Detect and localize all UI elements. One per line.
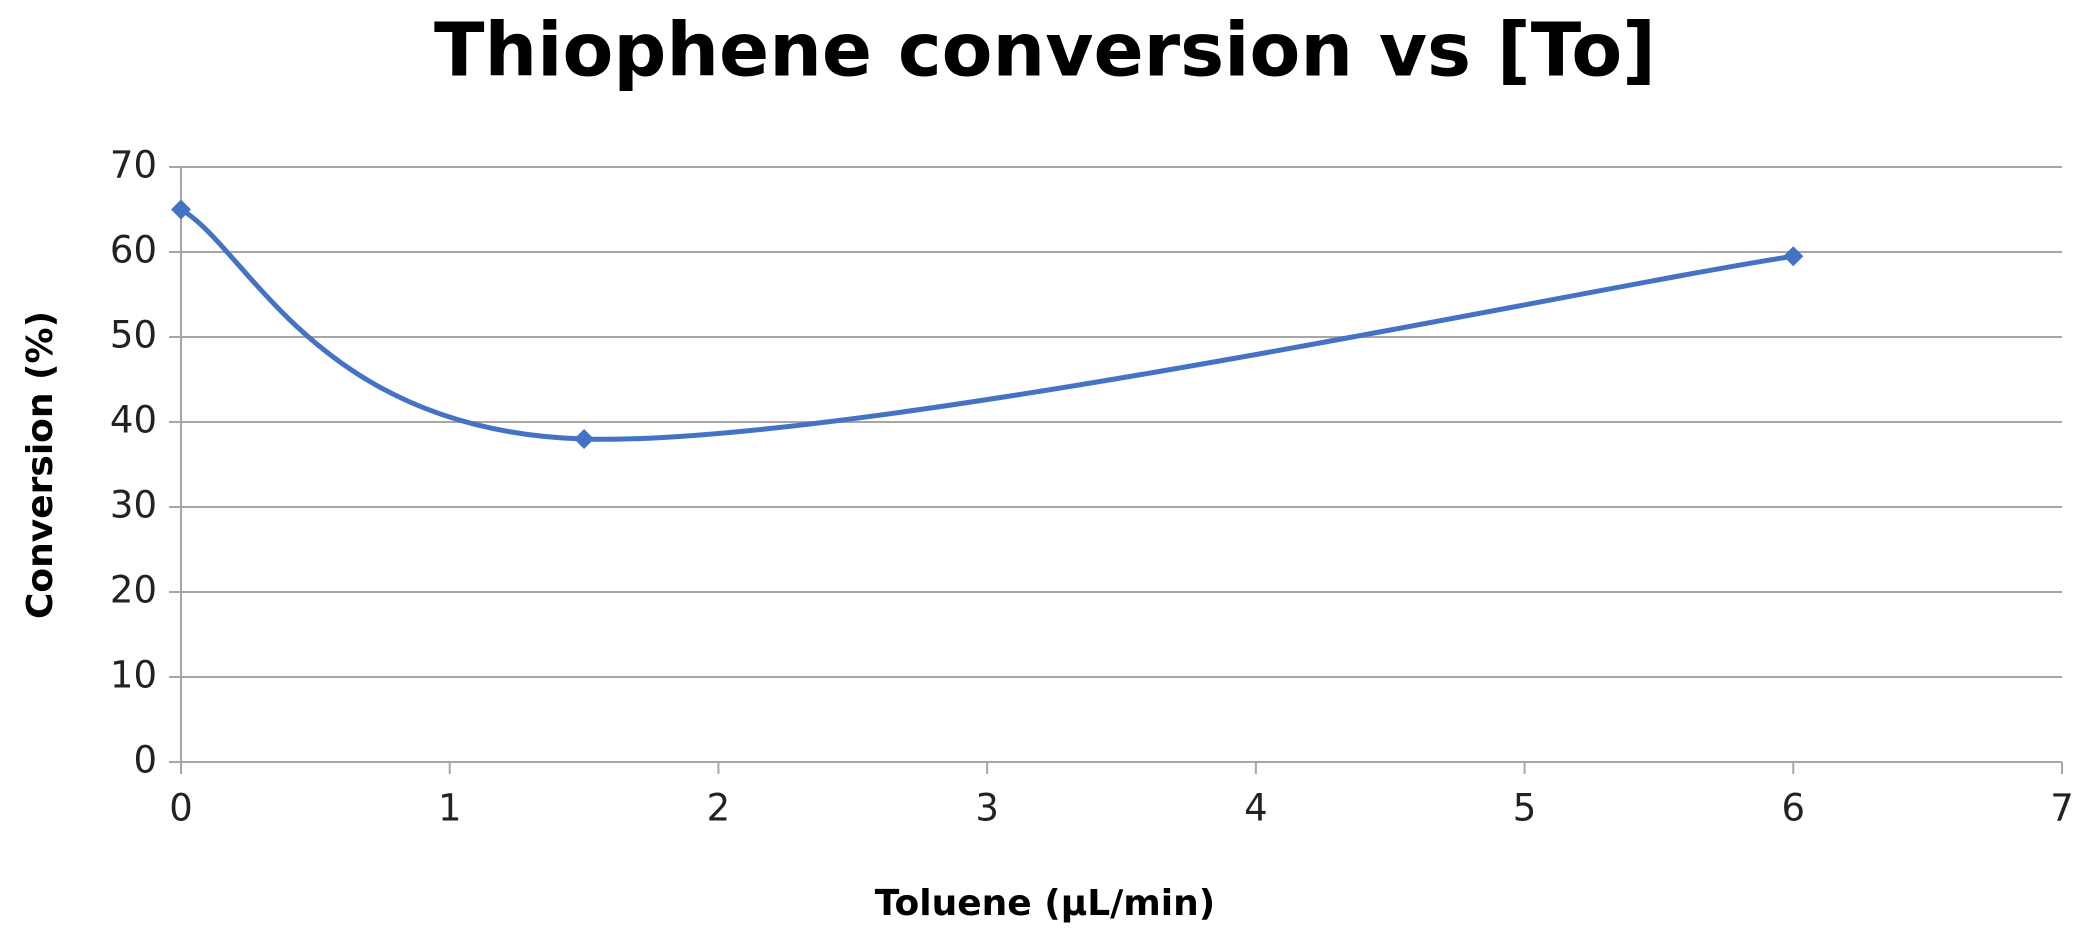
y-tick-label: 40 (110, 399, 157, 442)
x-tick-label: 1 (438, 787, 462, 830)
x-tick-label: 7 (2050, 787, 2074, 830)
y-tick-label: 50 (110, 314, 157, 357)
y-tick-label: 10 (110, 654, 157, 697)
y-tick-label: 20 (110, 569, 157, 612)
y-tick-label: 0 (133, 739, 157, 782)
marker (1783, 246, 1804, 267)
x-tick-label: 4 (1244, 787, 1268, 830)
chart-title: Thiophene conversion vs [To] (434, 8, 1656, 94)
x-tick-label: 0 (169, 787, 193, 830)
x-tick-label: 5 (1513, 787, 1537, 830)
y-tick-label: 30 (110, 484, 157, 527)
x-tick-label: 3 (975, 787, 999, 830)
x-tick-label: 6 (1782, 787, 1806, 830)
x-tick-label: 2 (707, 787, 731, 830)
y-tick-label: 70 (110, 144, 157, 187)
y-axis-title: Conversion (%) (20, 311, 61, 619)
line (179, 207, 1794, 442)
x-axis-title: Toluene (µL/min) (875, 883, 1215, 924)
y-tick-label: 60 (110, 229, 157, 272)
marker (574, 429, 595, 449)
marker (171, 199, 191, 220)
